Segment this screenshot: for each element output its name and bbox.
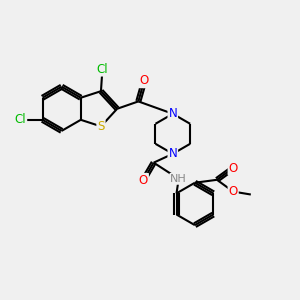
Text: O: O — [140, 74, 149, 87]
Text: O: O — [229, 185, 238, 198]
Text: Cl: Cl — [97, 63, 108, 76]
Text: N: N — [168, 107, 177, 120]
Text: O: O — [229, 161, 238, 175]
Text: NH: NH — [170, 174, 187, 184]
Text: S: S — [97, 120, 105, 133]
Text: Cl: Cl — [15, 113, 26, 126]
Text: O: O — [139, 174, 148, 187]
Text: N: N — [168, 147, 177, 160]
